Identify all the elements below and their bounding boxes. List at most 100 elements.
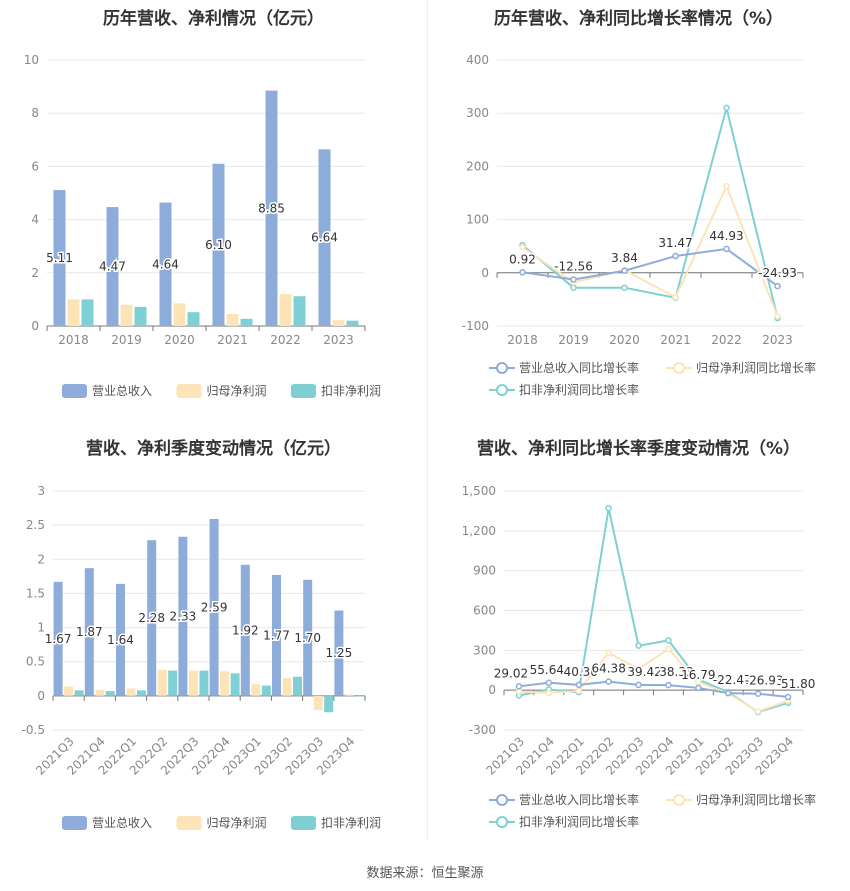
bar-net-profit bbox=[226, 314, 239, 326]
data-label: 4.64 bbox=[152, 257, 179, 271]
data-label: 6.64 bbox=[311, 231, 338, 245]
line-point bbox=[575, 681, 582, 689]
y-tick-label: -0.5 bbox=[22, 723, 45, 737]
data-label: 64.38 bbox=[591, 662, 625, 676]
line-point bbox=[635, 681, 642, 689]
bar-net-profit bbox=[279, 294, 292, 326]
x-tick-label: 2020 bbox=[609, 333, 640, 347]
line-point bbox=[605, 649, 612, 657]
y-tick-label: 8 bbox=[31, 106, 39, 120]
legend-label: 归母净利润 bbox=[207, 384, 267, 398]
line-revenue-growth bbox=[518, 680, 789, 699]
data-label: 55.64 bbox=[530, 663, 564, 677]
legend-label: 扣非净利润同比增长率 bbox=[519, 814, 639, 829]
bar-revenue bbox=[53, 190, 66, 326]
annual-revenue-profit-chart: 历年营收、净利情况（亿元） 0 2 4 6 8 10 2018 2019 2020 2021 202… bbox=[0, 0, 427, 420]
y-tick-label: 400 bbox=[466, 53, 489, 67]
bar-deducted-profit bbox=[240, 318, 253, 326]
bar-net-profit bbox=[126, 688, 136, 696]
line-point bbox=[605, 505, 612, 512]
bar-net-profit bbox=[173, 303, 186, 326]
legend-swatch bbox=[62, 816, 87, 830]
line-point bbox=[621, 267, 628, 275]
data-label: -22.47 bbox=[713, 673, 752, 687]
quarterly-revenue-profit-plot: -0.500.511.522.532021Q32021Q42022Q12022Q… bbox=[22, 484, 381, 830]
x-tick-label: 2022 bbox=[711, 333, 742, 347]
y-tick-label: 300 bbox=[473, 643, 496, 657]
bar-revenue bbox=[212, 163, 225, 326]
bar-revenue bbox=[272, 574, 281, 696]
data-label: 5.11 bbox=[46, 251, 73, 265]
data-label: 1.70 bbox=[294, 631, 321, 645]
bar-net-profit bbox=[95, 689, 105, 696]
bar-net-profit bbox=[188, 670, 198, 696]
legend-label: 归母净利润同比增长率 bbox=[696, 792, 816, 807]
bar-revenue bbox=[240, 564, 250, 696]
y-tick-label: 1.5 bbox=[26, 586, 45, 600]
y-tick-label: 0 bbox=[488, 683, 496, 697]
line-point bbox=[519, 244, 526, 251]
line-point bbox=[754, 690, 762, 697]
line-point bbox=[695, 684, 702, 692]
bar-revenue bbox=[159, 202, 172, 326]
data-label: 0.92 bbox=[509, 252, 536, 266]
data-label: 1.87 bbox=[76, 625, 103, 639]
bar-net-profit bbox=[157, 669, 167, 696]
bar-deducted-profit bbox=[324, 695, 334, 713]
x-tick-label: 2022 bbox=[270, 333, 301, 347]
data-label: 2.59 bbox=[201, 600, 228, 614]
x-tick-label: 2021 bbox=[660, 333, 691, 347]
legend-label: 扣非净利润 bbox=[321, 384, 381, 398]
data-source-note: 数据来源：恒生聚源 bbox=[366, 866, 484, 881]
bar-deducted-profit bbox=[293, 676, 302, 696]
bar-deducted-profit bbox=[293, 296, 306, 326]
legend-swatch bbox=[673, 362, 685, 374]
x-tick-label: 2020 bbox=[164, 333, 195, 347]
legend-swatch bbox=[176, 816, 202, 830]
x-tick-label: 2019 bbox=[111, 333, 142, 347]
bar-revenue bbox=[106, 207, 119, 326]
data-label: 40.30 bbox=[564, 665, 598, 679]
data-label: 8.85 bbox=[258, 201, 285, 215]
bar-deducted-profit bbox=[81, 299, 94, 326]
chart-title: 历年营收、净利情况（亿元） bbox=[103, 9, 324, 29]
legend-swatch bbox=[673, 794, 685, 806]
data-label: 2.28 bbox=[138, 611, 165, 625]
y-tick-label: 0 bbox=[481, 266, 489, 280]
legend-label: 归母净利润同比增长率 bbox=[696, 360, 816, 375]
legend-swatch bbox=[496, 794, 508, 806]
x-tick-label: 2021 bbox=[217, 333, 248, 347]
bar-deducted-profit bbox=[137, 690, 146, 696]
y-tick-label: 1 bbox=[37, 621, 45, 635]
bar-revenue bbox=[303, 579, 313, 696]
chart-title: 历年营收、净利同比增长率情况（%） bbox=[493, 9, 784, 29]
y-tick-label: 2 bbox=[31, 266, 39, 280]
bar-revenue bbox=[318, 149, 331, 326]
bar-net-profit bbox=[332, 320, 345, 326]
bar-revenue bbox=[334, 610, 344, 696]
bar-deducted-profit bbox=[187, 312, 200, 326]
line-point bbox=[635, 642, 642, 649]
legend-swatch bbox=[496, 816, 508, 828]
legend-label: 营业总收入 bbox=[92, 384, 152, 398]
quarterly-growth-rate-chart: 营收、净利同比增长率季度变动情况（%） -300 0 300 600 900 1,200 1… bbox=[427, 428, 850, 848]
data-label: 1.25 bbox=[326, 646, 353, 660]
line-point bbox=[515, 688, 523, 695]
y-tick-label: 100 bbox=[466, 213, 489, 227]
quarterly-growth-rate-plot: -30003006009001,2001,5002021Q32021Q42022… bbox=[462, 484, 817, 829]
y-tick-label: 300 bbox=[466, 106, 489, 120]
bar-revenue bbox=[147, 540, 157, 696]
bar-deducted-profit bbox=[346, 320, 359, 326]
line-point bbox=[665, 681, 672, 689]
annual-revenue-profit-plot: 0 2 4 6 8 10 2018 2019 2020 2021 2022 2023 5.11 4.47 4… bbox=[24, 53, 381, 398]
data-label: 39.42 bbox=[627, 665, 661, 679]
data-label: 6.10 bbox=[205, 238, 232, 252]
legend-label: 归母净利润 bbox=[207, 816, 267, 830]
bar-net-profit bbox=[120, 304, 133, 326]
bar-deducted-profit bbox=[230, 673, 240, 696]
data-label: 44.93 bbox=[709, 229, 743, 243]
bar-deducted-profit bbox=[355, 695, 365, 697]
data-label: -51.80 bbox=[777, 677, 816, 691]
bar-deducted-profit bbox=[261, 685, 271, 696]
line-point bbox=[570, 284, 577, 291]
